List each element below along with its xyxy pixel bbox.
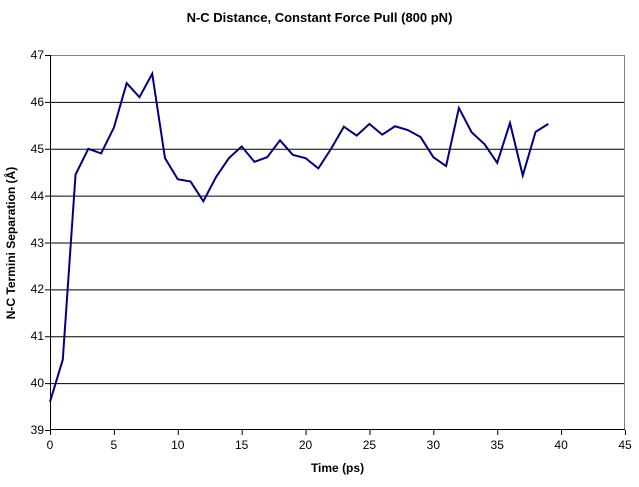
x-tick-label: 20 bbox=[298, 438, 313, 452]
y-axis-title: N-C Termini Separation (Å) bbox=[4, 166, 18, 320]
x-tick-label: 40 bbox=[554, 438, 568, 452]
y-tick-label: 44 bbox=[30, 188, 44, 203]
y-tick-label: 47 bbox=[30, 48, 44, 62]
x-tick-label: 5 bbox=[110, 438, 118, 452]
x-tick-label: 45 bbox=[618, 438, 632, 452]
data-line-series bbox=[49, 70, 549, 403]
x-tick-label: 0 bbox=[46, 438, 54, 452]
x-tick-label: 25 bbox=[362, 438, 377, 452]
x-tick-label: 10 bbox=[171, 438, 185, 452]
x-tick-label: 30 bbox=[426, 438, 440, 452]
x-tick-label: 35 bbox=[490, 438, 504, 452]
plot-svg bbox=[45, 55, 626, 435]
y-tick-label: 46 bbox=[30, 94, 44, 109]
y-tick-label: 39 bbox=[30, 423, 44, 437]
y-tick-label: 40 bbox=[30, 376, 44, 391]
chart-title: N-C Distance, Constant Force Pull (800 p… bbox=[186, 10, 453, 25]
y-tick-label: 41 bbox=[30, 329, 44, 344]
x-tick-label: 15 bbox=[234, 438, 249, 452]
y-tick-label: 42 bbox=[30, 282, 44, 297]
y-tick-label: 43 bbox=[30, 235, 44, 250]
y-tick-label: 45 bbox=[30, 141, 44, 156]
x-axis-title: Time (ps) bbox=[310, 461, 365, 475]
plot-area bbox=[45, 55, 626, 435]
